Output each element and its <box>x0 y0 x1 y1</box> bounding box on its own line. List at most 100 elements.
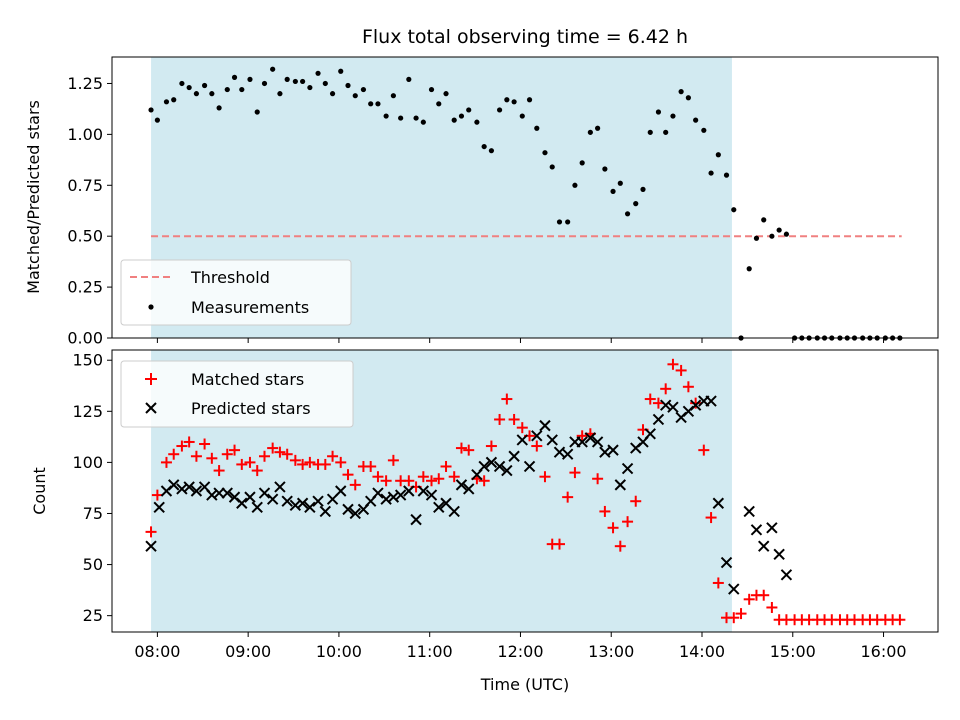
measurement-points <box>148 66 903 341</box>
measurement-point <box>338 68 344 74</box>
x-axis-label: Time (UTC) <box>480 675 569 694</box>
matched-star-point <box>599 505 611 517</box>
measurement-point <box>587 129 593 135</box>
bottom-y-tick-label: 150 <box>72 351 103 370</box>
measurement-point <box>663 129 669 135</box>
measurement-point <box>466 107 472 113</box>
measurement-point <box>179 80 185 87</box>
measurement-point <box>496 107 503 113</box>
predicted-star-point <box>213 487 225 499</box>
matched-star-point <box>735 608 747 620</box>
predicted-star-point <box>773 548 785 561</box>
measurement-point <box>390 93 396 99</box>
matched-star-point <box>705 512 717 524</box>
measurement-point <box>769 233 775 239</box>
matched-star-point <box>553 538 565 550</box>
matched-star-point <box>183 436 195 448</box>
predicted-star-point <box>705 395 717 407</box>
predicted-star-point <box>417 485 430 497</box>
measurement-point <box>261 80 268 87</box>
bottom-y-tick-label: 25 <box>83 606 103 625</box>
legend-measurements-swatch <box>148 304 154 310</box>
predicted-star-point <box>244 491 256 503</box>
measurement-point <box>488 148 495 154</box>
predicted-star-point <box>145 540 157 552</box>
measurement-point <box>322 80 328 87</box>
measurement-point <box>406 76 412 82</box>
predicted-star-point <box>380 493 392 505</box>
predicted-star-point <box>183 481 195 493</box>
predicted-star-point <box>539 419 551 432</box>
bottom-panel: 08:00 09:00 10:00 11:00 12:00 13:00 14:00 15:00… <box>30 349 939 694</box>
matched-star-point <box>319 458 331 470</box>
matched-star-point <box>712 577 724 589</box>
predicted-star-point <box>266 493 279 505</box>
measurement-point <box>451 117 457 123</box>
top-y-tick-label: 0.25 <box>67 278 103 297</box>
matched-star-point <box>297 458 309 470</box>
matched-star-point <box>274 446 286 458</box>
matched-star-point <box>728 612 740 624</box>
matched-star-point <box>327 450 339 462</box>
measurement-point <box>375 101 381 107</box>
predicted-star-point <box>667 401 679 413</box>
predicted-star-point <box>614 479 627 491</box>
matched-star-point <box>258 450 270 462</box>
bottom-legend: Matched stars Predicted stars <box>120 360 354 428</box>
measurement-point <box>715 152 721 158</box>
matched-star-point <box>440 460 452 472</box>
measurement-point <box>624 211 631 217</box>
measurement-point <box>186 84 192 91</box>
predicted-star-point <box>394 489 407 501</box>
measurement-point <box>360 86 367 93</box>
matched-star-point <box>448 471 460 483</box>
predicted-star-point <box>576 436 588 448</box>
predicted-star-point <box>478 460 490 473</box>
bottom-plot-frame <box>111 349 939 633</box>
measurement-point <box>443 91 449 97</box>
measurement-point <box>148 107 154 113</box>
matched-star-point <box>698 444 710 456</box>
matched-star-point <box>206 452 218 464</box>
measurement-point <box>193 91 200 97</box>
top-y-tick-label: 0.00 <box>67 329 103 348</box>
matched-star-point <box>213 465 225 477</box>
predicted-star-point <box>312 495 324 507</box>
matched-star-point <box>236 458 248 470</box>
predicted-star-point <box>403 485 415 497</box>
matched-star-point <box>531 440 543 452</box>
measurement-point <box>352 93 358 99</box>
matched-star-point <box>766 601 778 613</box>
matched-star-point <box>539 471 551 483</box>
predicted-star-point <box>659 399 672 411</box>
measurement-point <box>511 99 517 105</box>
matched-star-point <box>894 614 906 626</box>
measurement-point <box>270 66 276 72</box>
measurement-point <box>670 113 676 119</box>
predicted-star-point <box>281 495 293 507</box>
matched-star-point <box>403 475 415 487</box>
matched-star-point <box>463 444 475 456</box>
measurement-point <box>300 78 306 85</box>
measurement-point <box>602 166 608 172</box>
bottom-y-tick-label: 100 <box>72 453 103 472</box>
measurement-point <box>655 109 662 115</box>
matched-star-point <box>229 444 241 456</box>
x-tick-label: 10:00 <box>316 642 362 661</box>
chart-title: Flux total observing time = 6.42 h <box>362 26 688 48</box>
measurement-point <box>647 129 653 135</box>
matched-star-point <box>267 442 279 454</box>
predicted-star-point <box>644 428 656 440</box>
predicted-star-points <box>145 395 793 595</box>
predicted-star-point <box>485 456 498 469</box>
predicted-star-point <box>750 524 763 536</box>
predicted-star-point <box>508 450 520 462</box>
predicted-star-point <box>652 413 665 426</box>
measurement-point <box>565 219 571 225</box>
measurement-point <box>783 231 790 237</box>
predicted-star-point <box>190 485 203 497</box>
measurement-point <box>481 143 487 150</box>
predicted-star-point <box>728 583 740 595</box>
matched-star-point <box>380 475 392 487</box>
